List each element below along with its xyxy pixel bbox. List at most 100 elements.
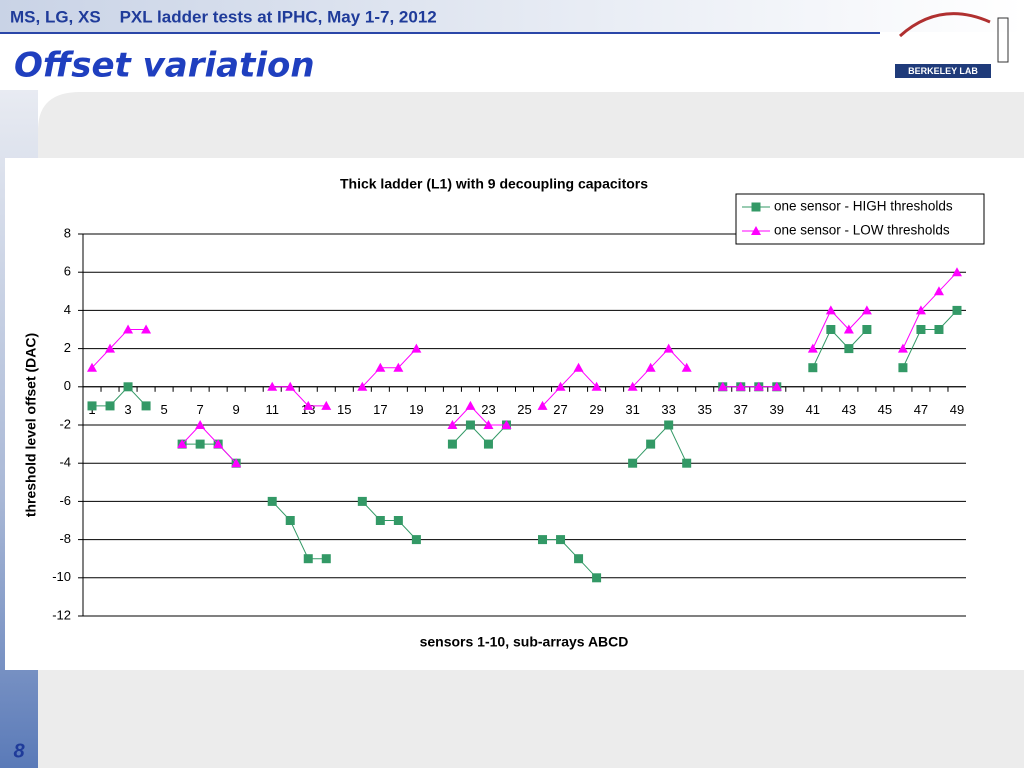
data-point — [897, 343, 908, 353]
y-tick-label: -2 — [59, 416, 71, 431]
y-tick-label: -12 — [52, 607, 71, 622]
data-point — [628, 458, 638, 468]
data-point — [735, 381, 746, 391]
x-tick-label: 37 — [734, 402, 748, 417]
data-point — [177, 439, 188, 449]
y-tick-label: -4 — [59, 455, 71, 470]
data-point — [105, 343, 116, 353]
x-tick-label: 21 — [445, 402, 459, 417]
data-point — [393, 362, 404, 372]
x-tick-label: 47 — [914, 402, 928, 417]
x-tick-label: 49 — [950, 402, 964, 417]
x-tick-label: 33 — [661, 402, 675, 417]
data-point — [501, 420, 512, 429]
x-axis-label: sensors 1-10, sub-arrays ABCD — [420, 634, 629, 650]
data-point — [538, 535, 548, 545]
data-point — [556, 535, 566, 545]
data-point — [681, 362, 692, 372]
y-tick-label: 6 — [64, 264, 71, 279]
data-point — [573, 362, 584, 372]
data-point — [447, 420, 458, 429]
data-point — [357, 381, 368, 391]
x-tick-label: 39 — [770, 402, 784, 417]
data-point — [844, 344, 854, 354]
slide-header: MS, LG, XS PXL ladder tests at IPHC, May… — [10, 7, 437, 26]
x-tick-label: 43 — [842, 402, 856, 417]
data-point — [141, 401, 151, 411]
data-point — [717, 381, 728, 391]
data-point — [934, 325, 944, 334]
data-point — [195, 439, 205, 449]
data-point — [645, 362, 656, 372]
data-point — [591, 381, 602, 391]
data-point — [393, 516, 403, 525]
data-point — [141, 324, 152, 334]
data-point — [321, 400, 332, 410]
data-point — [843, 324, 854, 334]
y-tick-label: -6 — [59, 493, 71, 508]
x-tick-label: 3 — [124, 402, 131, 417]
x-tick-label: 31 — [625, 402, 639, 417]
legend-marker — [751, 226, 761, 235]
data-point — [213, 439, 224, 449]
x-tick-label: 5 — [160, 402, 167, 417]
data-point — [555, 381, 566, 391]
data-point — [771, 381, 782, 391]
data-point — [807, 343, 818, 353]
y-tick-label: 4 — [64, 302, 71, 317]
data-point — [375, 362, 386, 372]
logo-text: BERKELEY LAB — [908, 66, 978, 76]
page-number: 8 — [13, 740, 25, 762]
y-tick-label: -10 — [52, 569, 71, 584]
data-point — [537, 400, 548, 410]
y-axis-label: threshold level offset (DAC) — [23, 333, 39, 517]
logo: BERKELEY LAB — [895, 12, 1009, 78]
legend-marker — [751, 202, 761, 212]
data-point — [951, 267, 962, 277]
data-point — [952, 305, 962, 315]
x-tick-label: 23 — [481, 402, 495, 417]
y-tick-label: -8 — [59, 531, 71, 546]
series-line — [91, 271, 958, 464]
data-point — [321, 554, 331, 564]
data-point — [483, 420, 494, 429]
data-point — [303, 554, 313, 564]
data-point — [465, 400, 476, 410]
x-tick-label: 19 — [409, 402, 423, 417]
legend-label: one sensor - LOW thresholds — [774, 223, 950, 238]
data-point — [592, 573, 602, 583]
chart-title: Thick ladder (L1) with 9 decoupling capa… — [340, 176, 648, 192]
x-tick-label: 9 — [233, 402, 240, 417]
data-point — [123, 324, 134, 334]
data-point — [375, 516, 385, 525]
y-tick-label: 8 — [64, 225, 71, 240]
data-point — [411, 535, 421, 545]
data-point — [483, 439, 493, 449]
data-point — [933, 286, 944, 296]
data-point — [411, 343, 422, 353]
data-point — [753, 381, 764, 391]
x-tick-label: 17 — [373, 402, 387, 417]
data-point — [646, 439, 656, 449]
x-tick-label: 15 — [337, 402, 351, 417]
data-point — [682, 458, 692, 468]
legend-symbol — [751, 226, 761, 235]
data-point — [87, 362, 98, 372]
data-point — [915, 305, 926, 315]
x-tick-label: 45 — [878, 402, 892, 417]
data-point — [862, 325, 872, 334]
data-point — [123, 382, 133, 392]
header-bar — [0, 0, 1024, 32]
data-point — [664, 420, 674, 430]
data-point — [808, 363, 818, 373]
y-tick-label: 0 — [64, 378, 71, 393]
data-point — [231, 458, 242, 468]
x-tick-label: 25 — [517, 402, 531, 417]
data-point — [195, 420, 206, 429]
x-tick-label: 35 — [697, 402, 711, 417]
data-point — [87, 401, 97, 411]
slide-title: Offset variation — [14, 46, 315, 86]
data-point — [267, 381, 278, 391]
